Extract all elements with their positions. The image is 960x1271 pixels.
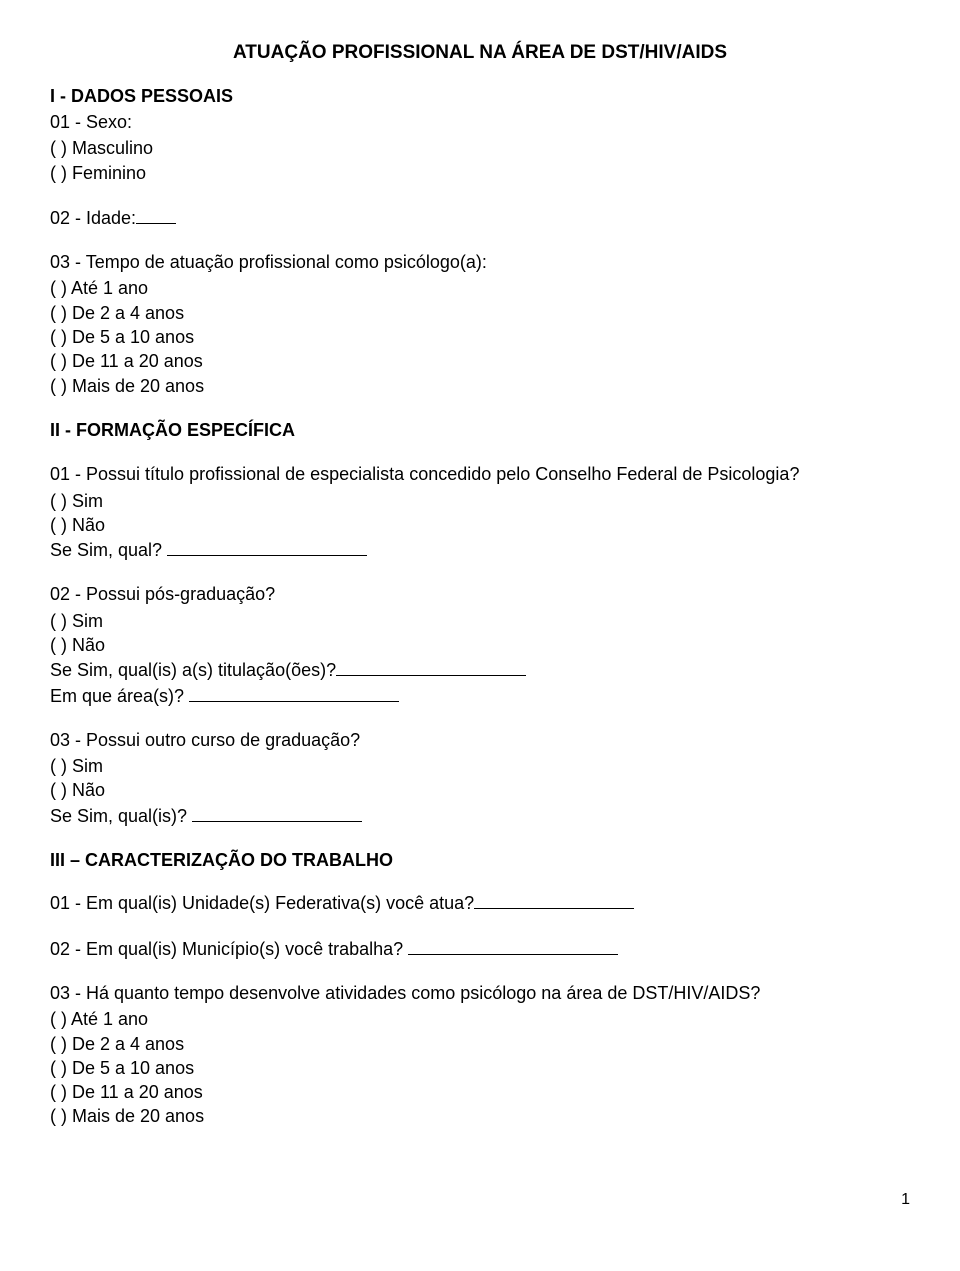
followup-posgrad-area: Em que área(s)? xyxy=(50,683,910,708)
opt-2a4[interactable]: ( ) De 2 a 4 anos xyxy=(50,301,910,325)
q-municipio: 02 - Em qual(is) Município(s) você traba… xyxy=(50,936,910,961)
section-1-header: I - DADOS PESSOAIS xyxy=(50,84,910,108)
section-1: I - DADOS PESSOAIS 01 - Sexo: ( ) Mascul… xyxy=(50,84,910,185)
opt-posgrad-sim[interactable]: ( ) Sim xyxy=(50,609,910,633)
q-tempo-label: 03 - Tempo de atuação profissional como … xyxy=(50,250,910,274)
section-2: II - FORMAÇÃO ESPECÍFICA xyxy=(50,418,910,442)
opt-outro-sim[interactable]: ( ) Sim xyxy=(50,754,910,778)
titulo-qual-blank[interactable] xyxy=(167,537,367,556)
followup-outro: Se Sim, qual(is)? xyxy=(50,803,910,828)
page-number: 1 xyxy=(50,1189,910,1211)
followup-posgrad-area-label: Em que área(s)? xyxy=(50,686,189,706)
municipio-blank[interactable] xyxy=(408,936,618,955)
page-title: ATUAÇÃO PROFISSIONAL NA ÁREA DE DST/HIV/… xyxy=(50,40,910,66)
opt-mais20[interactable]: ( ) Mais de 20 anos xyxy=(50,374,910,398)
q-titulo-especialista: 01 - Possui título profissional de espec… xyxy=(50,462,910,562)
q-idade-label: 02 - Idade: xyxy=(50,208,136,228)
opt-11a20[interactable]: ( ) De 11 a 20 anos xyxy=(50,349,910,373)
opt-5a10[interactable]: ( ) De 5 a 10 anos xyxy=(50,325,910,349)
opt-outro-nao[interactable]: ( ) Não xyxy=(50,778,910,802)
q-tempo-dst: 03 - Há quanto tempo desenvolve atividad… xyxy=(50,981,910,1129)
followup-outro-label: Se Sim, qual(is)? xyxy=(50,806,192,826)
opt-dst-5a10[interactable]: ( ) De 5 a 10 anos xyxy=(50,1056,910,1080)
q-titulo-label: 01 - Possui título profissional de espec… xyxy=(50,462,910,486)
section-3-header: III – CARACTERIZAÇÃO DO TRABALHO xyxy=(50,848,910,872)
section-2-header: II - FORMAÇÃO ESPECÍFICA xyxy=(50,418,910,442)
followup-posgrad-tit-label: Se Sim, qual(is) a(s) titulação(ões)? xyxy=(50,660,336,680)
opt-dst-mais20[interactable]: ( ) Mais de 20 anos xyxy=(50,1104,910,1128)
opt-posgrad-nao[interactable]: ( ) Não xyxy=(50,633,910,657)
opt-feminino[interactable]: ( ) Feminino xyxy=(50,161,910,185)
uf-blank[interactable] xyxy=(474,890,634,909)
opt-dst-11a20[interactable]: ( ) De 11 a 20 anos xyxy=(50,1080,910,1104)
q-uf: 01 - Em qual(is) Unidade(s) Federativa(s… xyxy=(50,890,910,915)
posgrad-titulacao-blank[interactable] xyxy=(336,657,526,676)
opt-titulo-sim[interactable]: ( ) Sim xyxy=(50,489,910,513)
opt-dst-ate1[interactable]: ( ) Até 1 ano xyxy=(50,1007,910,1031)
q-tempo-dst-label: 03 - Há quanto tempo desenvolve atividad… xyxy=(50,981,910,1005)
q-municipio-label: 02 - Em qual(is) Município(s) você traba… xyxy=(50,939,408,959)
opt-dst-2a4[interactable]: ( ) De 2 a 4 anos xyxy=(50,1032,910,1056)
q-tempo-atuacao: 03 - Tempo de atuação profissional como … xyxy=(50,250,910,398)
outro-qual-blank[interactable] xyxy=(192,803,362,822)
opt-ate1[interactable]: ( ) Até 1 ano xyxy=(50,276,910,300)
followup-titulo-label: Se Sim, qual? xyxy=(50,540,167,560)
q-idade: 02 - Idade: xyxy=(50,205,910,230)
q-sexo-label: 01 - Sexo: xyxy=(50,110,910,134)
q-posgrad: 02 - Possui pós-graduação? ( ) Sim ( ) N… xyxy=(50,582,910,707)
followup-titulo: Se Sim, qual? xyxy=(50,537,910,562)
posgrad-area-blank[interactable] xyxy=(189,683,399,702)
opt-masculino[interactable]: ( ) Masculino xyxy=(50,136,910,160)
q-uf-label: 01 - Em qual(is) Unidade(s) Federativa(s… xyxy=(50,893,474,913)
followup-posgrad-titulacao: Se Sim, qual(is) a(s) titulação(ões)? xyxy=(50,657,910,682)
q-posgrad-label: 02 - Possui pós-graduação? xyxy=(50,582,910,606)
idade-blank[interactable] xyxy=(136,205,176,224)
q-outro-label: 03 - Possui outro curso de graduação? xyxy=(50,728,910,752)
q-outro-curso: 03 - Possui outro curso de graduação? ( … xyxy=(50,728,910,828)
opt-titulo-nao[interactable]: ( ) Não xyxy=(50,513,910,537)
